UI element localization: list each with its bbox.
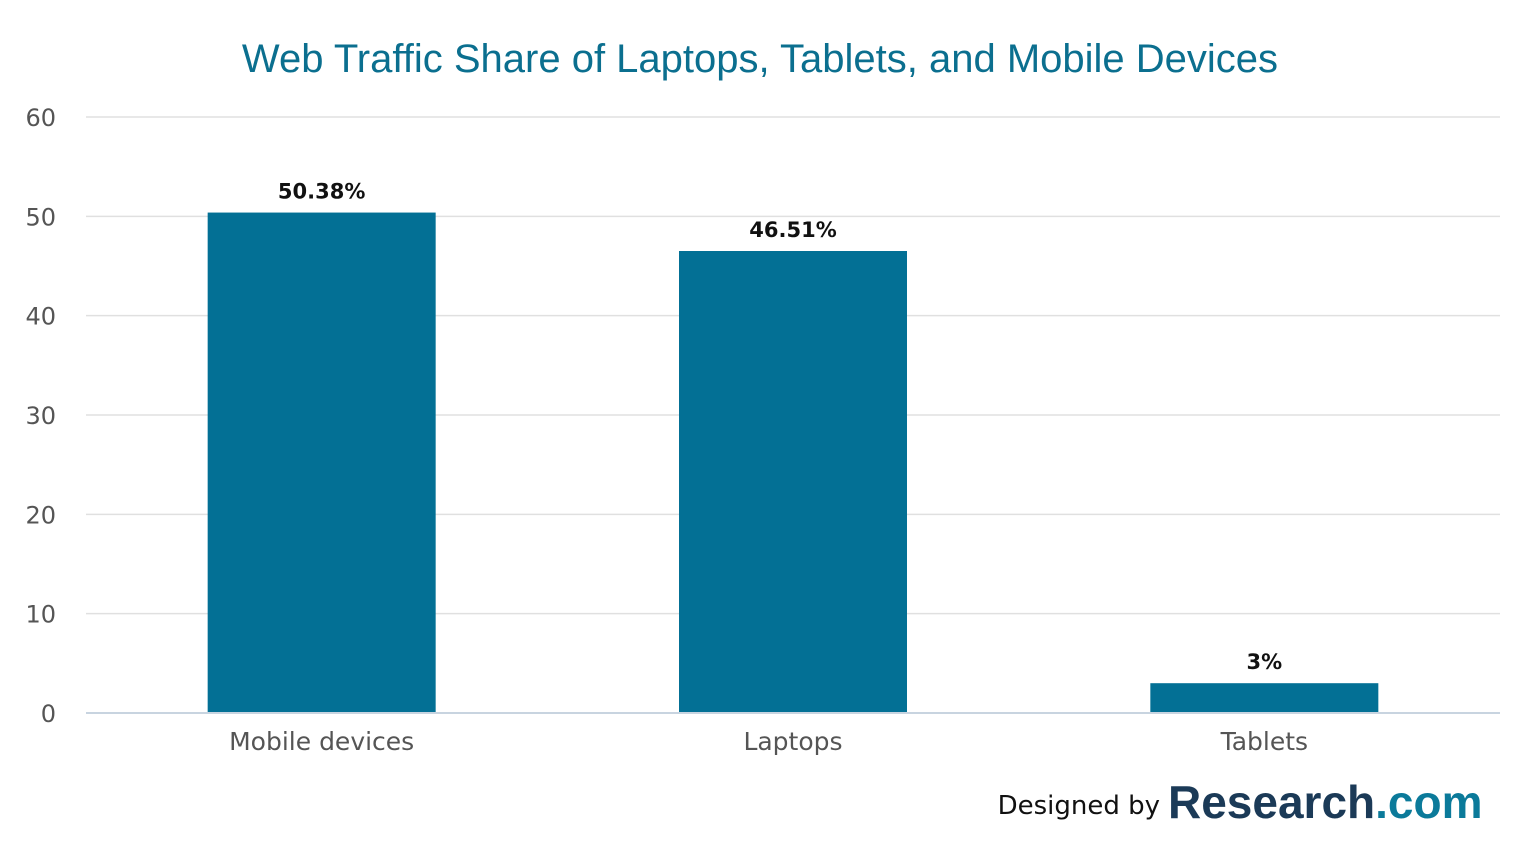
x-axis-categories: Mobile devices Laptops Tablets bbox=[229, 727, 1308, 756]
data-label: 3% bbox=[1247, 650, 1283, 674]
brand-main: Research bbox=[1168, 776, 1375, 828]
y-tick-label: 20 bbox=[25, 501, 56, 529]
bar-laptops bbox=[679, 251, 907, 713]
data-label: 50.38% bbox=[278, 180, 365, 204]
credit-prefix: Designed by bbox=[998, 791, 1160, 821]
x-tick-label: Laptops bbox=[743, 727, 842, 756]
y-axis-ticks: 0 10 20 30 40 50 60 bbox=[25, 104, 56, 728]
credit: Designed by Research.com bbox=[998, 776, 1483, 828]
y-tick-label: 30 bbox=[25, 402, 56, 430]
y-tick-label: 50 bbox=[25, 203, 56, 231]
x-tick-label: Tablets bbox=[1220, 727, 1308, 756]
bars bbox=[207, 212, 1379, 714]
y-tick-label: 0 bbox=[41, 700, 56, 728]
chart-title: Web Traffic Share of Laptops, Tablets, a… bbox=[242, 37, 1278, 81]
data-labels: 50.38% 46.51% 3% bbox=[278, 180, 1282, 675]
brand-suffix: .com bbox=[1375, 776, 1482, 828]
y-tick-label: 60 bbox=[25, 104, 56, 132]
y-tick-label: 10 bbox=[25, 601, 56, 629]
x-tick-label: Mobile devices bbox=[229, 727, 414, 756]
y-tick-label: 40 bbox=[25, 303, 56, 331]
bar-tablets bbox=[1150, 683, 1379, 713]
research-logo: Research.com bbox=[1168, 776, 1483, 828]
bar-mobile-devices bbox=[207, 212, 436, 714]
data-label: 46.51% bbox=[749, 218, 836, 242]
